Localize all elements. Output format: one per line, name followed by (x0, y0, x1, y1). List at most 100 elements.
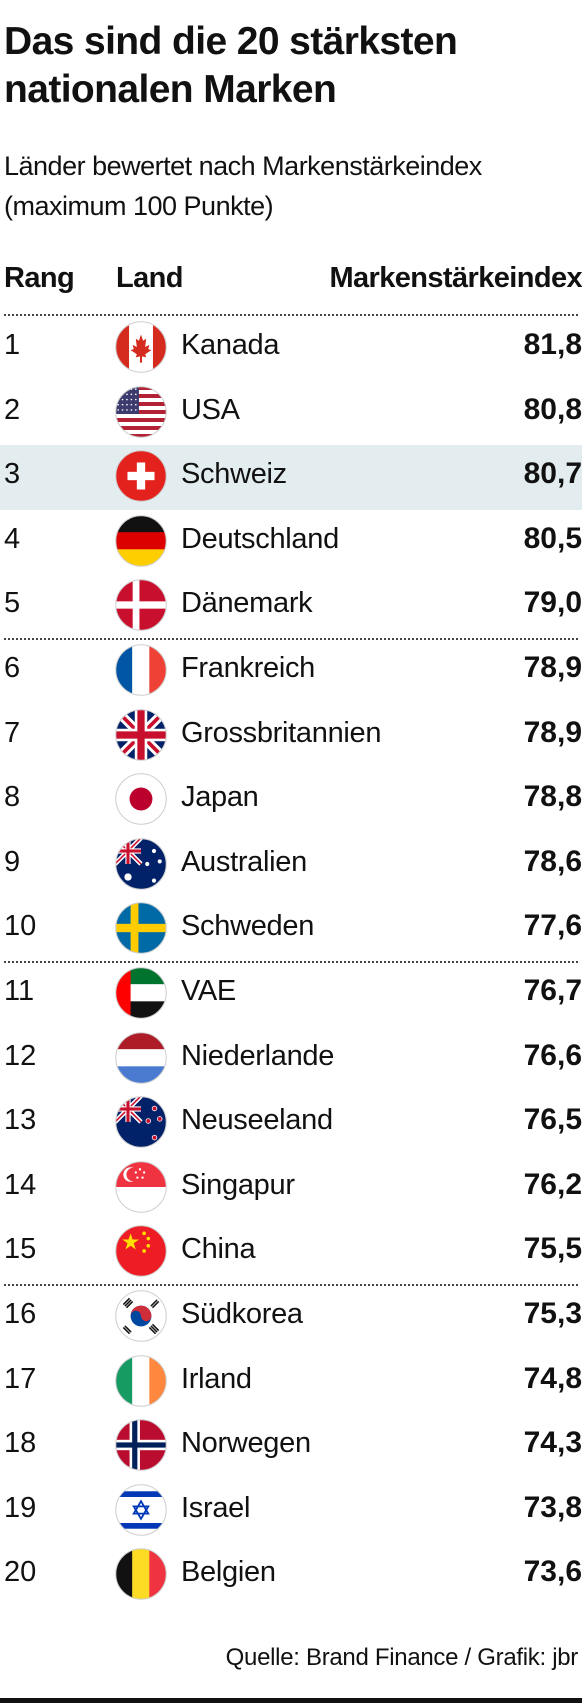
chart-title: Das sind die 20 stärksten nationalen Mar… (4, 18, 582, 114)
index-value-cell: 76,2 (523, 1167, 582, 1201)
index-value-cell: 76,5 (523, 1103, 582, 1137)
rank-cell: 19 (4, 1491, 37, 1524)
index-value-cell: 73,6 (523, 1555, 582, 1589)
column-header-country: Land (116, 262, 183, 294)
index-value-cell: 74,3 (523, 1426, 582, 1460)
country-cell: China (181, 1233, 256, 1266)
index-value-cell: 76,7 (523, 973, 582, 1007)
bottom-rule (0, 1698, 582, 1703)
table-row: 17 Irland 74,8 (0, 1350, 582, 1415)
country-cell: Schweden (181, 910, 315, 943)
index-value-cell: 80,5 (523, 521, 582, 555)
israel-flag-icon (115, 1483, 167, 1536)
rank-cell: 20 (4, 1556, 37, 1589)
country-cell: USA (181, 393, 240, 426)
ireland-flag-icon (115, 1354, 167, 1407)
table-row: 16 Südkorea 75,3 (0, 1285, 582, 1350)
country-cell: Kanada (181, 329, 280, 361)
table-row: 6 Frankreich 78,9 (0, 639, 582, 704)
index-value-cell: 78,8 (523, 780, 582, 814)
table-row: 1 Kanada 81,8 (0, 316, 582, 381)
chart-subtitle-line-2: (maximum 100 Punkte) (4, 191, 274, 221)
rank-cell: 10 (4, 910, 37, 943)
rank-cell: 15 (4, 1233, 37, 1266)
chart-subtitle: Länder bewertet nach Markenstärkeindex (… (4, 146, 582, 226)
table-row: 18 Norwegen 74,3 (0, 1414, 582, 1479)
table-row: 14 Singapur 76,2 (0, 1156, 582, 1221)
rank-cell: 16 (4, 1297, 37, 1330)
group-divider (4, 638, 578, 640)
usa-flag-icon (115, 385, 167, 438)
rank-cell: 8 (4, 781, 21, 814)
rank-cell: 14 (4, 1168, 37, 1201)
france-flag-icon (115, 644, 167, 696)
rank-cell: 1 (4, 329, 21, 361)
japan-flag-icon (115, 773, 167, 825)
country-cell: Niederlande (181, 1039, 335, 1072)
rank-cell: 18 (4, 1427, 37, 1460)
country-cell: VAE (181, 974, 236, 1007)
table-row: 12 Niederlande 76,6 (0, 1027, 582, 1092)
index-value-cell: 75,5 (523, 1232, 582, 1266)
switzerland-flag-icon (115, 450, 167, 502)
table-row: 2 USA 80,8 (0, 381, 582, 446)
belgium-flag-icon (115, 1548, 167, 1601)
table-row: 9 Australien 78,6 (0, 833, 582, 898)
country-cell: Schweiz (181, 458, 287, 491)
country-cell: Südkorea (181, 1297, 303, 1330)
country-cell: Frankreich (181, 651, 315, 684)
rank-cell: 5 (4, 587, 21, 620)
table-row: 13 Neuseeland 76,5 (0, 1091, 582, 1156)
country-cell: Singapur (181, 1168, 295, 1201)
column-header-index: Markenstärkeindex (329, 262, 582, 294)
rank-cell: 3 (4, 458, 21, 491)
norway-flag-icon (115, 1419, 167, 1471)
uae-flag-icon (115, 967, 167, 1019)
table-row: 11 VAE 76,7 (0, 962, 582, 1027)
rank-cell: 13 (4, 1104, 37, 1137)
denmark-flag-icon (115, 579, 167, 632)
table-row: 4 Deutschland 80,5 (0, 510, 582, 575)
index-value-cell: 77,6 (523, 909, 582, 943)
china-flag-icon (115, 1225, 167, 1278)
rank-cell: 4 (4, 522, 21, 555)
country-cell: Norwegen (181, 1427, 311, 1460)
rank-cell: 7 (4, 716, 21, 749)
uk-flag-icon (115, 708, 167, 761)
chart-title-line-2: nationalen Marken (4, 68, 337, 111)
country-cell: Japan (181, 781, 259, 814)
rank-cell: 2 (4, 393, 21, 426)
index-value-cell: 81,8 (523, 328, 582, 361)
singapore-flag-icon (115, 1160, 167, 1213)
index-value-cell: 80,7 (523, 457, 582, 491)
new-zealand-flag-icon (115, 1096, 167, 1148)
table-row: 19 Israel 73,8 (0, 1479, 582, 1544)
index-value-cell: 75,3 (523, 1296, 582, 1330)
netherlands-flag-icon (115, 1031, 167, 1084)
table-row: 15 China 75,5 (0, 1220, 582, 1285)
table-row: 3 Schweiz 80,7 (0, 445, 582, 510)
rank-cell: 17 (4, 1362, 37, 1395)
index-value-cell: 78,9 (523, 715, 582, 749)
table-row: 7 Grossbritannien 78,9 (0, 704, 582, 769)
country-cell: Deutschland (181, 522, 339, 555)
header-divider (4, 314, 578, 316)
index-value-cell: 73,8 (523, 1490, 582, 1524)
table-row: 10 Schweden 77,6 (0, 897, 582, 962)
canada-flag-icon (115, 321, 167, 373)
country-cell: Dänemark (181, 587, 313, 620)
index-value-cell: 80,8 (523, 392, 582, 426)
ranking-table: 1 Kanada 81,8 2 USA 80,8 3 Schweiz 80,7 4 Deutschl… (0, 316, 582, 1608)
index-value-cell: 76,6 (523, 1038, 582, 1072)
index-value-cell: 74,8 (523, 1361, 582, 1395)
rank-cell: 12 (4, 1039, 37, 1072)
country-cell: Neuseeland (181, 1104, 333, 1137)
south-korea-flag-icon (115, 1290, 167, 1342)
chart-title-line-1: Das sind die 20 stärksten (4, 20, 458, 63)
source-note: Quelle: Brand Finance / Grafik: jbr (225, 1644, 579, 1671)
table-header: Rang Land Markenstärkeindex (0, 262, 582, 306)
table-row: 20 Belgien 73,6 (0, 1543, 582, 1608)
country-cell: Belgien (181, 1556, 276, 1589)
rank-cell: 6 (4, 651, 21, 684)
index-value-cell: 78,6 (523, 844, 582, 878)
